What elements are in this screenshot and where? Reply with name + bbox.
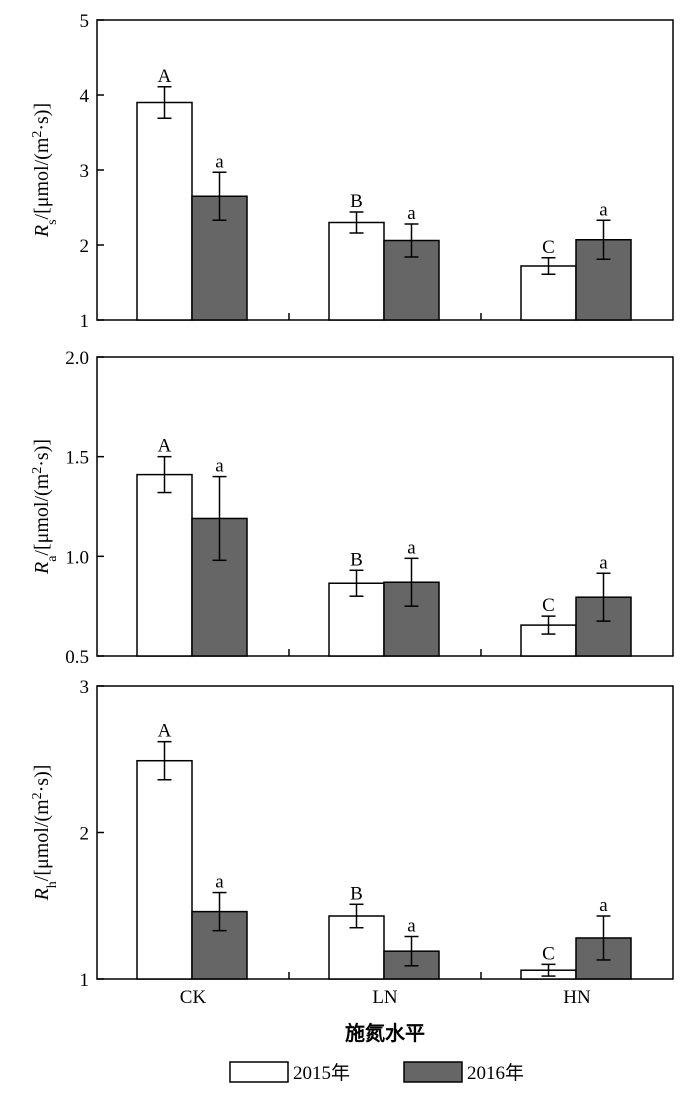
significance-label: B <box>350 883 363 904</box>
significance-label: A <box>158 436 172 457</box>
x-axis-title: 施氮水平 <box>345 1021 425 1045</box>
significance-label: B <box>350 191 363 212</box>
bar-2016年-CK <box>191 517 248 657</box>
significance-label: a <box>215 456 224 477</box>
significance-label: a <box>215 872 224 893</box>
legend-item: 2016年 <box>403 1061 524 1084</box>
y-tick-label: 4 <box>80 86 90 107</box>
significance-label: a <box>407 537 416 558</box>
y-tick-label: 1.0 <box>65 547 89 568</box>
bar-2015年-CK <box>136 759 193 980</box>
y-tick-label: 1.5 <box>65 448 89 469</box>
significance-label: a <box>599 895 608 916</box>
panel-2: 0.5 1.0 1.5 2.0 Aa Ba Ca Ra/[μmol/(m2·s)] <box>30 348 674 668</box>
legend-swatch <box>403 1061 463 1083</box>
y-tick-label: 1 <box>80 970 90 991</box>
y-tick-label: 2.0 <box>65 348 89 369</box>
x-tick-label: HN <box>563 987 591 1008</box>
significance-label: a <box>407 916 416 937</box>
significance-label: C <box>542 237 555 258</box>
y-tick-label: 5 <box>80 11 90 32</box>
x-tick-label: LN <box>372 987 398 1008</box>
significance-label: A <box>158 66 172 87</box>
y-tick-label: 2 <box>80 824 90 845</box>
y-axis-label: Ra/[μmol/(m2·s)] <box>30 439 60 575</box>
y-tick-label: 3 <box>80 161 90 182</box>
bar-2015年-CK <box>136 473 193 657</box>
significance-label: A <box>158 721 172 742</box>
legend-label: 2016年 <box>467 1062 524 1084</box>
bar-2015年-CK <box>136 101 193 321</box>
significance-label: B <box>350 549 363 570</box>
significance-label: a <box>215 151 224 172</box>
panel-1: 1 2 3 4 5 Aa Ba Ca Rs/[μmol/(m2·s)] <box>30 11 674 332</box>
bar-2015年-LN <box>328 221 385 321</box>
y-tick-label: 0.5 <box>65 647 89 668</box>
y-axis-label: Rh/[μmol/(m2·s)] <box>30 765 60 902</box>
significance-label: a <box>599 199 608 220</box>
significance-label: C <box>542 595 555 616</box>
significance-label: C <box>542 943 555 964</box>
legend-item: 2015年 <box>229 1061 350 1084</box>
panel-3: 1 2 3 Aa Ba Ca Rh/[μmol/(m2·s)] CK LN HN <box>30 677 674 1008</box>
significance-label: a <box>599 552 608 573</box>
y-tick-label: 1 <box>80 311 90 332</box>
legend-swatch <box>229 1061 289 1083</box>
y-tick-label: 2 <box>80 236 90 257</box>
y-tick-label: 3 <box>80 677 90 698</box>
legend-label: 2015年 <box>293 1062 350 1084</box>
y-axis-label: Rs/[μmol/(m2·s)] <box>30 103 60 238</box>
significance-label: a <box>407 203 416 224</box>
x-tick-label: CK <box>180 987 207 1008</box>
